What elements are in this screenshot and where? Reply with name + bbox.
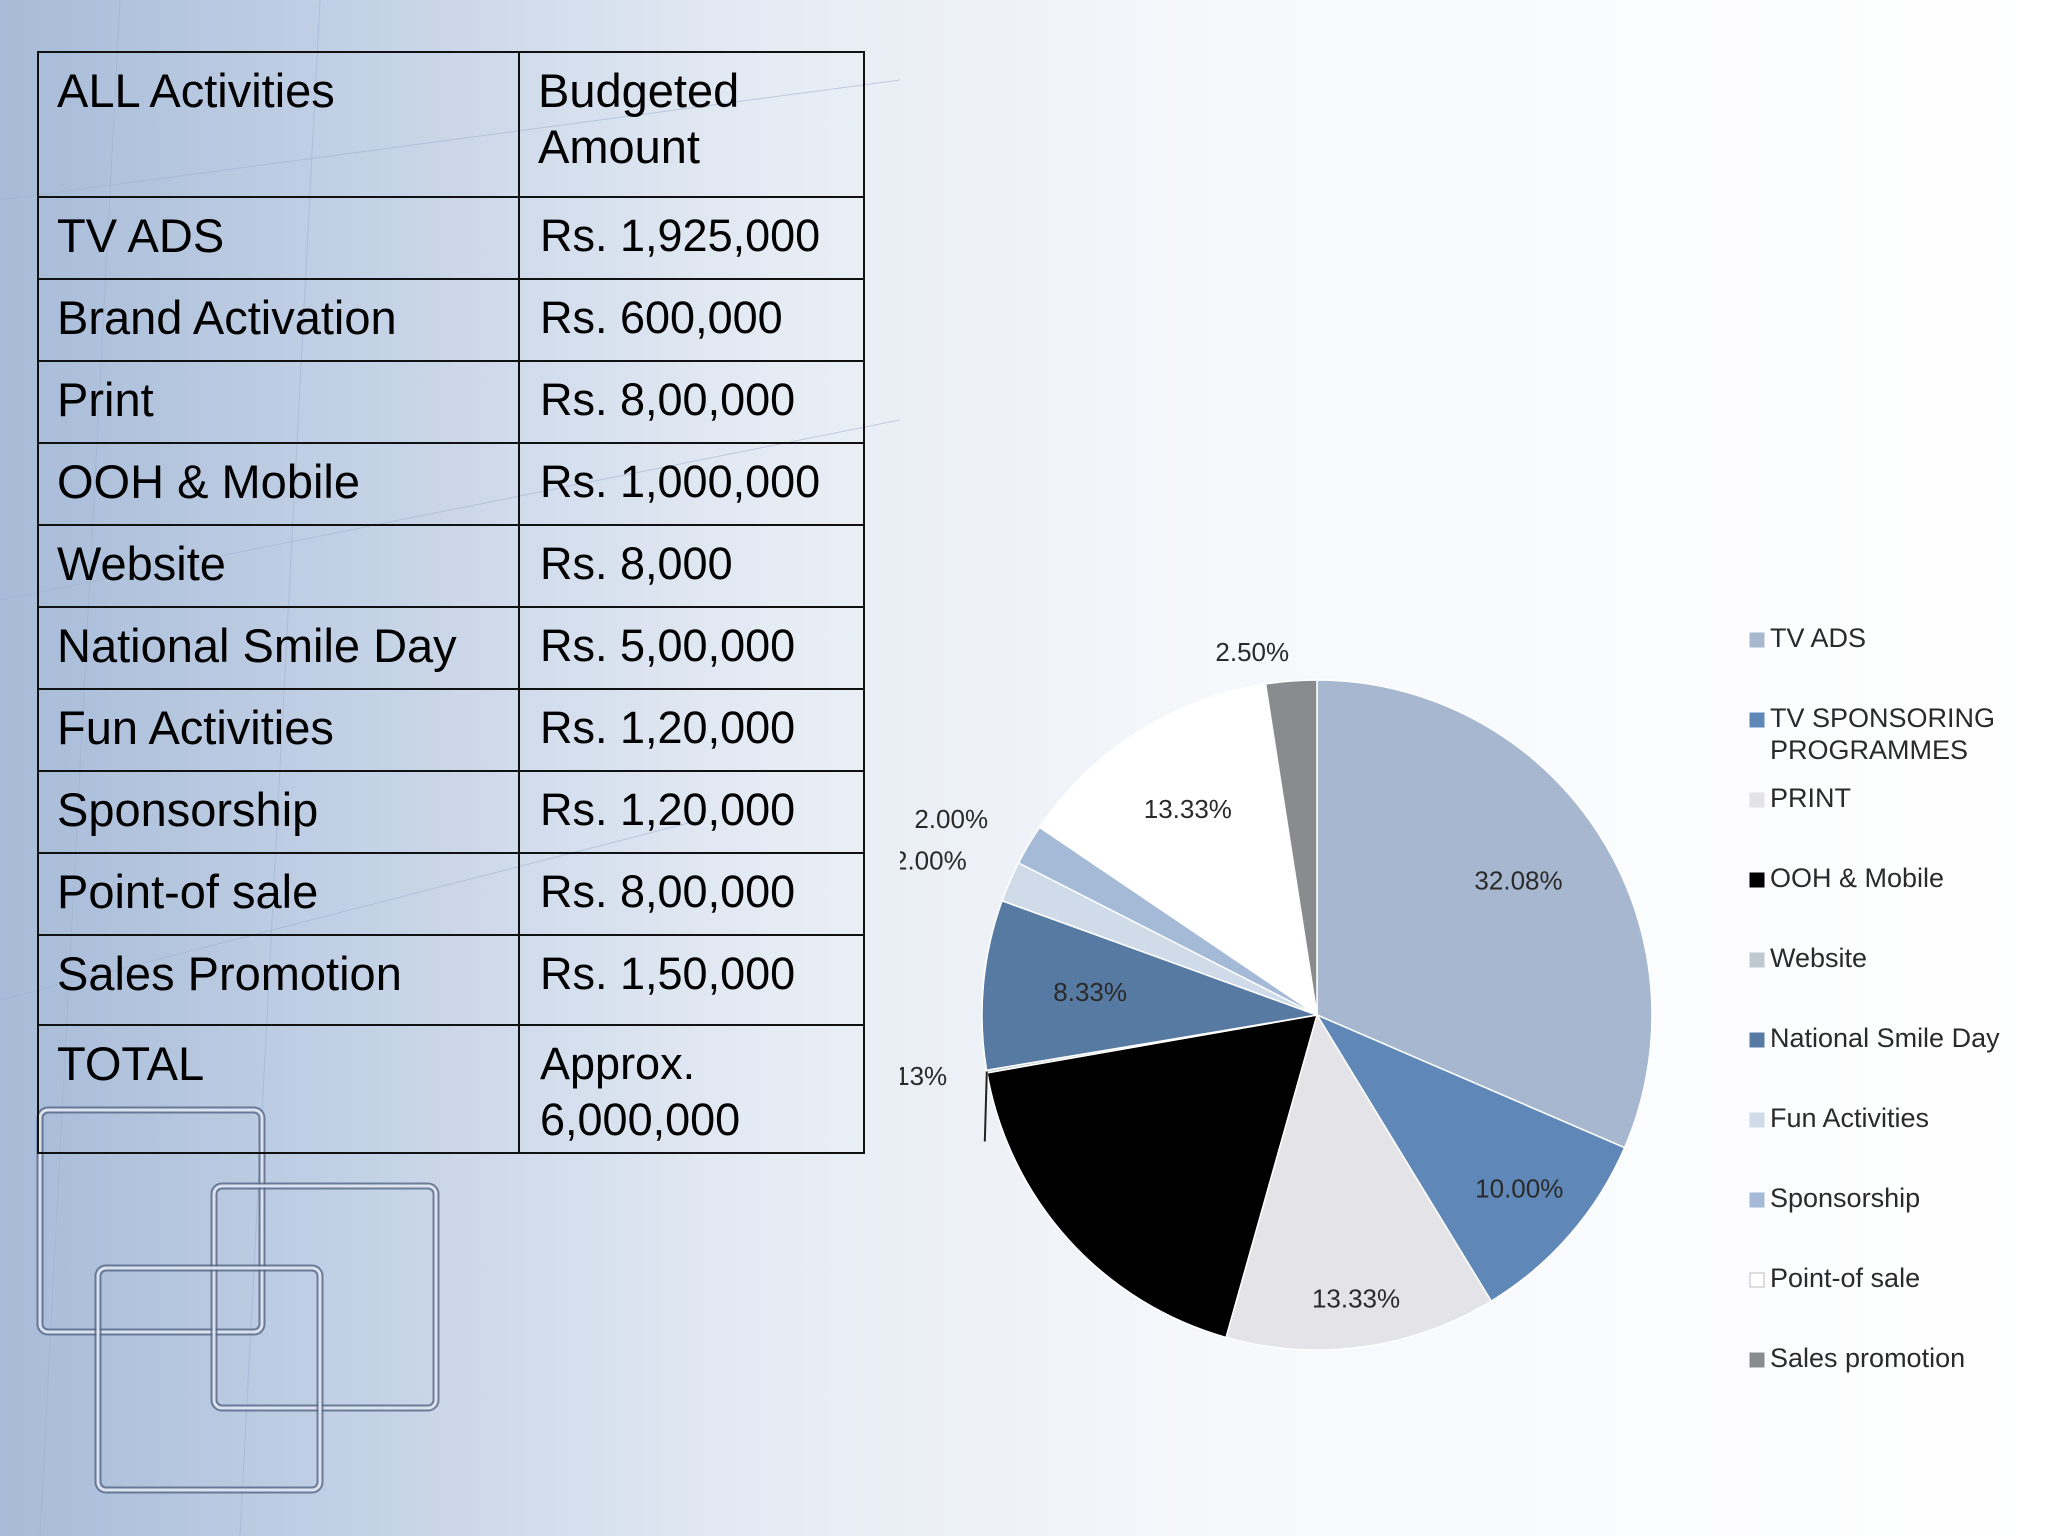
- pie-slice-label: 0.13%: [900, 1061, 947, 1091]
- budget-amount-cell: Rs. 5,00,000: [518, 606, 865, 690]
- pie-slice-sales-promotion: [1264, 679, 1318, 1016]
- activity-cell: OOH & Mobile: [37, 442, 520, 526]
- budget-amount-cell: Rs. 8,00,000: [518, 360, 865, 444]
- table-row: Website Rs. 8,000: [37, 524, 865, 608]
- table-row: TOTAL Approx. 6,000,000: [37, 1024, 865, 1154]
- legend-swatch: [1749, 952, 1765, 968]
- table-row: Sales Promotion Rs. 1,50,000: [37, 934, 865, 1026]
- table-row: Sponsorship Rs. 1,20,000: [37, 770, 865, 854]
- legend-label: TV ADS: [1770, 623, 1866, 653]
- legend-label: Sponsorship: [1770, 1183, 1920, 1213]
- legend-label: Website: [1770, 943, 1867, 973]
- legend-label: Sales promotion: [1770, 1343, 1965, 1373]
- table-row: TV ADS Rs. 1,925,000: [37, 196, 865, 280]
- pie-slice-label: 13.33%: [1144, 794, 1232, 824]
- legend-label: PRINT: [1770, 783, 1851, 813]
- table-row: Point-of sale Rs. 8,00,000: [37, 852, 865, 936]
- budget-amount-cell: Rs. 1,20,000: [518, 688, 865, 772]
- legend-label: Fun Activities: [1770, 1103, 1929, 1133]
- budget-table-body: ALL Activities Budgeted Amount TV ADS Rs. 1…: [37, 51, 865, 1154]
- budget-amount-cell: Rs. 600,000: [518, 278, 865, 362]
- legend-swatch: [1749, 1272, 1765, 1288]
- legend-swatch: [1749, 1192, 1765, 1208]
- legend-label: OOH & Mobile: [1770, 863, 1944, 893]
- activity-cell: National Smile Day: [37, 606, 520, 690]
- budget-amount-cell: Rs. 1,50,000: [518, 934, 865, 1026]
- table-row: Brand Activation Rs. 600,000: [37, 278, 865, 362]
- pie-slice-label: 13.33%: [1312, 1283, 1400, 1313]
- pie-slice-point-of-sale: [1038, 683, 1319, 1017]
- pie-slice-label: 10.00%: [1475, 1174, 1563, 1204]
- legend-label: TV SPONSORING PROGRAMMES: [1770, 703, 1995, 765]
- legend-swatch: [1749, 632, 1765, 648]
- legend-swatch: [1749, 712, 1765, 728]
- pie-slice-label: 8.33%: [1053, 977, 1127, 1007]
- leader-line: [983, 1071, 988, 1142]
- pie-slice-tv-sponsoring-programmes: [1315, 1013, 1626, 1303]
- activity-cell: Fun Activities: [37, 688, 520, 772]
- activity-cell: Point-of sale: [37, 852, 520, 936]
- chart-legend: TV ADS TV SPONSORING PROGRAMMES PRINT OOH & …: [1749, 623, 2000, 1373]
- activity-cell: Website: [37, 524, 520, 608]
- legend-label: Point-of sale: [1770, 1263, 1920, 1293]
- budget-table: ALL Activities Budgeted Amount TV ADS Rs. 1…: [37, 51, 865, 1154]
- legend-swatch: [1749, 1112, 1765, 1128]
- budget-amount-cell: Rs. 1,20,000: [518, 770, 865, 854]
- activity-cell: Print: [37, 360, 520, 444]
- activity-cell: TV ADS: [37, 196, 520, 280]
- legend-swatch: [1749, 1032, 1765, 1048]
- activity-cell: ALL Activities: [37, 51, 520, 198]
- budget-amount-cell: Rs. 1,925,000: [518, 196, 865, 280]
- table-row: Fun Activities Rs. 1,20,000: [37, 688, 865, 772]
- table-row: National Smile Day Rs. 5,00,000: [37, 606, 865, 690]
- budget-amount-cell: Rs. 1,000,000: [518, 442, 865, 526]
- table-row: OOH & Mobile Rs. 1,000,000: [37, 442, 865, 526]
- legend-swatch: [1749, 1352, 1765, 1368]
- pie-slice-tv-ads: [1316, 679, 1653, 1149]
- activity-cell: TOTAL: [37, 1024, 520, 1154]
- pie-chart: 32.08% 10.00% 13.33% 0.13% 8.33% 2.00% 2.00% 13…: [900, 623, 2000, 1373]
- legend-label: National Smile Day: [1770, 1023, 2000, 1053]
- budget-amount-cell: Rs. 8,00,000: [518, 852, 865, 936]
- pie-slice-national-smile-day: [981, 899, 1320, 1072]
- budget-amount-cell: Budgeted Amount: [518, 51, 865, 198]
- activity-cell: Brand Activation: [37, 278, 520, 362]
- pie-slice-label: 32.08%: [1474, 865, 1562, 895]
- pie-slice-ooh-mobile: [986, 1014, 1319, 1339]
- pie-slice-label: 2.00%: [914, 804, 988, 834]
- pie-slice-label: 2.00%: [900, 846, 967, 876]
- table-header-row: ALL Activities Budgeted Amount: [37, 51, 865, 198]
- budget-amount-cell: Rs. 8,000: [518, 524, 865, 608]
- activity-cell: Sponsorship: [37, 770, 520, 854]
- legend-swatch: [1749, 792, 1765, 808]
- pie-slice-label: 2.50%: [1215, 637, 1289, 667]
- budget-amount-cell: Approx. 6,000,000: [518, 1024, 865, 1154]
- legend-swatch: [1749, 872, 1765, 888]
- pie-slice-print: [1225, 1013, 1493, 1351]
- pie-labels: 32.08% 10.00% 13.33% 0.13% 8.33% 2.00% 2.00% 13…: [900, 637, 1563, 1313]
- activity-cell: Sales Promotion: [37, 934, 520, 1026]
- table-row: Print Rs. 8,00,000: [37, 360, 865, 444]
- pie-slices: [981, 679, 1653, 1351]
